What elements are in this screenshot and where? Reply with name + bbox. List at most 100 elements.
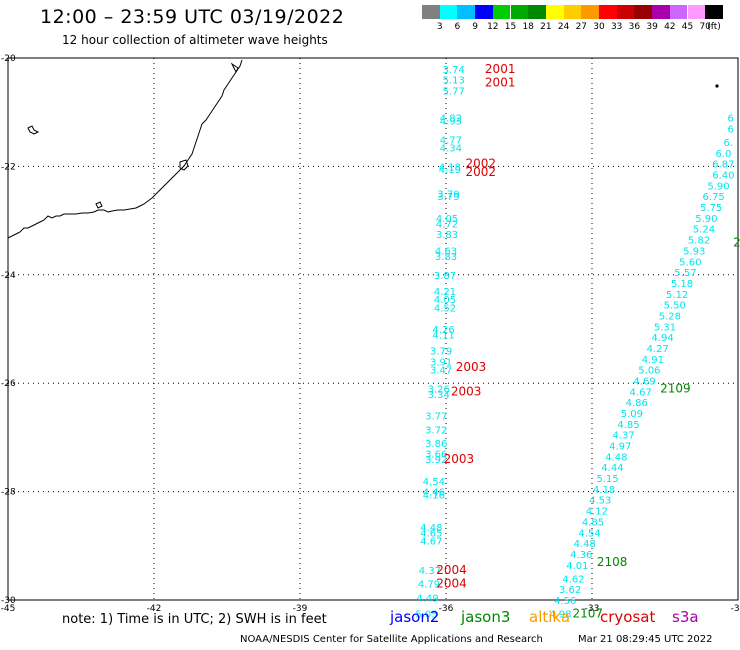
pass-cycle-label: 21 <box>733 235 740 249</box>
color-swatch <box>492 5 511 19</box>
wave-height-value: 5.90 <box>695 214 717 225</box>
color-scale-label: 45 <box>681 22 694 32</box>
color-scale-unit: (ft) <box>707 22 721 32</box>
satellite-legend-item: jason3 <box>461 608 511 626</box>
wave-height-value: 5.28 <box>659 311 681 322</box>
color-scale-label: 30 <box>593 22 605 32</box>
color-swatch <box>510 5 529 19</box>
wave-height-value: 3.34 <box>428 390 450 401</box>
wave-height-value: 3.77 <box>425 412 447 423</box>
longitude-label: -33 <box>585 604 600 614</box>
island-path-b <box>179 159 189 171</box>
longitude-label: -39 <box>293 604 308 614</box>
axis-labels: -45 -42 -39 -36 -33 -30 -20 -22 -24 -26 -28 -30 <box>1 54 740 614</box>
wave-height-value: 5.12 <box>666 290 688 301</box>
wave-height-value: 4.79 <box>418 580 440 591</box>
wave-height-value: 5.05 <box>415 610 437 621</box>
wave-height-value: 4.93 <box>440 116 462 127</box>
wave-height-value: 4.19 <box>439 165 461 176</box>
wave-height-value: 4.63 <box>435 246 457 257</box>
wave-height-value: 4.56 <box>554 596 576 607</box>
wave-height-value: 4.86 <box>626 398 648 409</box>
wave-height-value: 4.91 <box>642 355 664 366</box>
wave-height-value: 4.67 <box>630 387 652 398</box>
wave-height-value: 4.48 <box>574 539 596 550</box>
color-swatch <box>687 5 706 19</box>
color-swatch <box>422 5 440 19</box>
wave-height-value: 3.92 <box>425 455 447 466</box>
color-scale-label: 39 <box>646 22 658 32</box>
wave-height-value: 5.82 <box>688 236 710 247</box>
wave-height-value: 4.97 <box>609 442 631 453</box>
longitude-label: -36 <box>439 604 454 614</box>
credit-line: NOAA/NESDIS Center for Satellite Applica… <box>240 634 543 645</box>
wave-height-value: 4.53 <box>589 496 611 507</box>
wave-height-value: 3.83 <box>436 230 458 241</box>
latitude-label: -24 <box>1 271 16 281</box>
wave-height-value: 4.12 <box>586 507 608 518</box>
wave-height-value: 4.46 <box>423 488 445 499</box>
map-title: 12:00 – 23:59 UTC 03/19/2022 <box>40 6 345 28</box>
color-scale-label: 3 <box>436 22 443 32</box>
pass-cycle-label: 2004 <box>436 563 467 577</box>
satellite-legend-item: cryosat <box>600 608 656 626</box>
island-path-c <box>95 201 103 209</box>
wave-height-value: 4.52 <box>434 303 456 314</box>
satellite-legend-item: jason2 <box>390 608 440 626</box>
satellite-legend-item: s3a <box>672 608 699 626</box>
color-scale-label: 12 <box>487 22 499 32</box>
color-scale-label: 15 <box>504 22 517 32</box>
pass-cycle-label: 2108 <box>597 555 628 569</box>
wave-height-value: 5.90 <box>707 181 729 192</box>
wave-height-value: 4.67 <box>420 536 442 547</box>
wave-height-value: 4.85 <box>617 420 639 431</box>
wave-height-value: 5.31 <box>654 322 676 333</box>
pass-cycle-label: 2004 <box>436 577 467 591</box>
wave-height-value: 4.98 <box>549 610 571 621</box>
color-scale-label: 36 <box>628 22 641 32</box>
wave-height-value: 4.77 <box>440 135 462 146</box>
wave-height-value: 3.87 <box>434 271 456 282</box>
color-swatch <box>475 5 493 19</box>
wave-height-value: 5.18 <box>671 279 693 290</box>
south-america-coastline-path <box>7 59 243 239</box>
latitude-label: -30 <box>1 596 16 606</box>
latitude-label: -20 <box>1 54 16 64</box>
wave-height-value: 4.01 <box>566 561 588 572</box>
color-scale-label: 18 <box>522 22 534 32</box>
color-swatch <box>439 5 458 19</box>
wave-height-value: 6 <box>728 114 734 125</box>
wave-height-value: 5.75 <box>700 203 722 214</box>
wave-height-value: 4.54 <box>578 528 600 539</box>
color-swatch <box>545 5 564 19</box>
wave-height-value: 6.75 <box>703 192 725 203</box>
wave-height-value: 4.69 <box>633 376 655 387</box>
wave-height-value: 4.36 <box>570 550 592 561</box>
wave-height-value: 5.60 <box>679 257 701 268</box>
longitude-label: -45 <box>1 604 16 614</box>
color-swatch <box>563 5 582 19</box>
wave-height-value: 4.85 <box>582 517 604 528</box>
pass-cycle-label: 2001 <box>485 62 516 76</box>
footer-note: note: 1) Time is in UTC; 2) SWH is in fe… <box>62 612 327 627</box>
color-scale-label: 70 <box>699 22 711 32</box>
wave-height-value: 4.21 <box>434 287 456 298</box>
wave-height-value: 4.11 <box>432 330 454 341</box>
color-swatch <box>669 5 688 19</box>
wave-height-value: 3.86 <box>425 439 447 450</box>
wave-height-value: 3.62 <box>559 585 581 596</box>
color-swatch <box>652 5 670 19</box>
color-swatch <box>528 5 546 19</box>
wave-height-value: 4.34 <box>440 143 462 154</box>
wave-height-value: 5.15 <box>596 474 618 485</box>
wave-height-value: 4.44 <box>601 463 623 474</box>
wave-height-value: 5.09 <box>621 409 643 420</box>
wave-height-value: 3.47 <box>430 366 452 377</box>
island-path-a <box>27 125 40 135</box>
map-frame <box>7 57 739 601</box>
cycle-labels: 2001200120022002200320032003200420042121… <box>436 62 740 621</box>
wave-height-value: 3.66 <box>425 450 447 461</box>
color-swatch <box>581 5 599 19</box>
wave-height-value: 4.62 <box>562 574 584 585</box>
